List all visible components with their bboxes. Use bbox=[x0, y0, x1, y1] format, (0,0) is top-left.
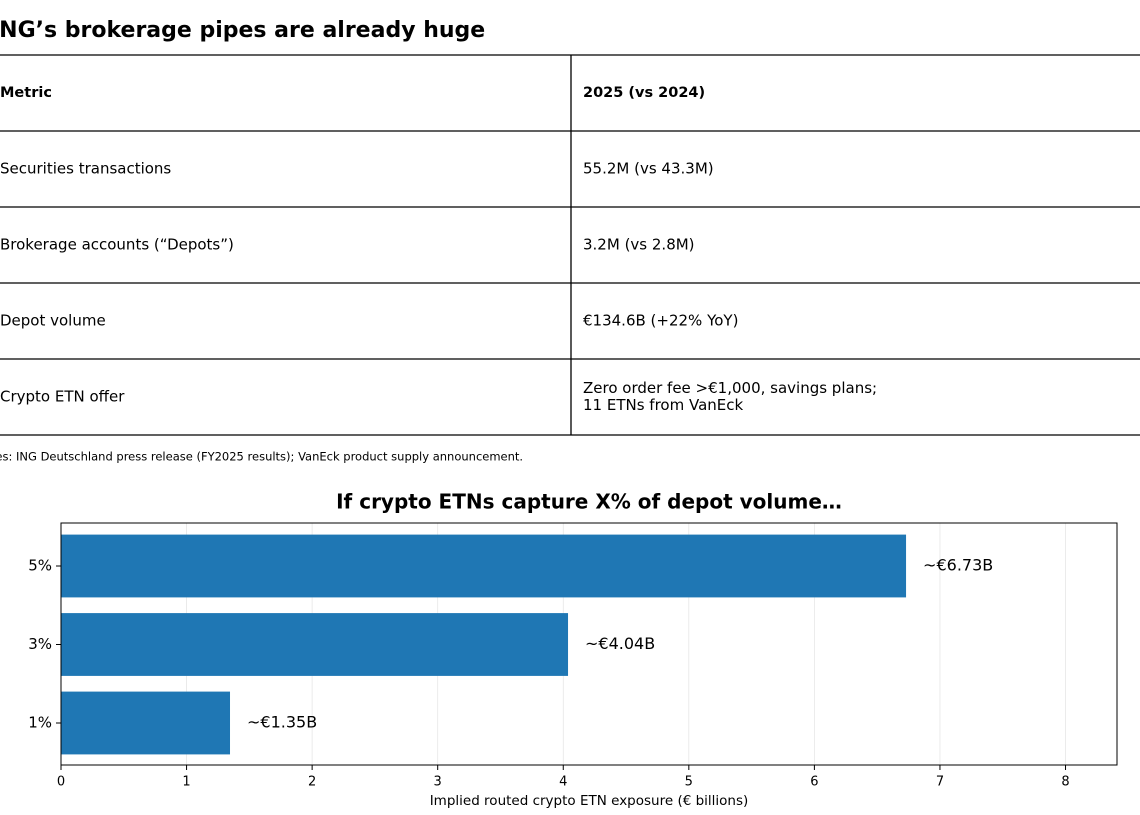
x-tick-label: 5 bbox=[685, 775, 693, 790]
value-label: ~€1.35B bbox=[247, 713, 317, 732]
bar bbox=[61, 613, 569, 676]
x-tick-label: 1 bbox=[182, 775, 190, 790]
value-label: ~€4.04B bbox=[585, 634, 655, 653]
table-source: Sources: ING Deutschland press release (… bbox=[0, 450, 523, 464]
table-cell: Crypto ETN offer bbox=[0, 388, 125, 406]
table-rules bbox=[0, 54, 1140, 436]
table-cell: €134.6B (+22% YoY) bbox=[583, 312, 738, 330]
plot-frame bbox=[60, 522, 1118, 766]
y-tick-label: 1% bbox=[28, 714, 52, 732]
table-cell: Depot volume bbox=[0, 312, 106, 330]
x-tick-label: 8 bbox=[1061, 775, 1069, 790]
value-label: ~€6.73B bbox=[923, 556, 993, 575]
x-axis-label: Implied routed crypto ETN exposure (€ bi… bbox=[430, 793, 749, 809]
chart-title: If crypto ETNs capture X% of depot volum… bbox=[336, 490, 842, 514]
table-cell: Zero order fee >€1,000, savings plans; bbox=[583, 379, 877, 397]
x-tick-label: 7 bbox=[936, 775, 944, 790]
table-cell: Brokerage accounts (“Depots”) bbox=[0, 236, 234, 254]
y-tick-label: 5% bbox=[28, 557, 52, 575]
x-tick-label: 6 bbox=[810, 775, 818, 790]
table-header: Metric bbox=[0, 85, 52, 101]
bar bbox=[61, 534, 907, 598]
bar bbox=[61, 691, 231, 755]
x-tick-label: 2 bbox=[308, 775, 316, 790]
table-title: ING’s brokerage pipes are already huge bbox=[0, 18, 485, 43]
table-header: 2025 (vs 2024) bbox=[583, 85, 705, 101]
x-tick-label: 0 bbox=[57, 775, 65, 790]
table-cell: 55.2M (vs 43.3M) bbox=[583, 160, 714, 178]
table-cell: 11 ETNs from VanEck bbox=[583, 396, 743, 414]
x-tick-label: 4 bbox=[559, 775, 567, 790]
table-cell: Securities transactions bbox=[0, 160, 171, 178]
y-tick-label: 3% bbox=[28, 635, 52, 653]
x-tick-label: 3 bbox=[434, 775, 442, 790]
table-cell: 3.2M (vs 2.8M) bbox=[583, 236, 695, 254]
